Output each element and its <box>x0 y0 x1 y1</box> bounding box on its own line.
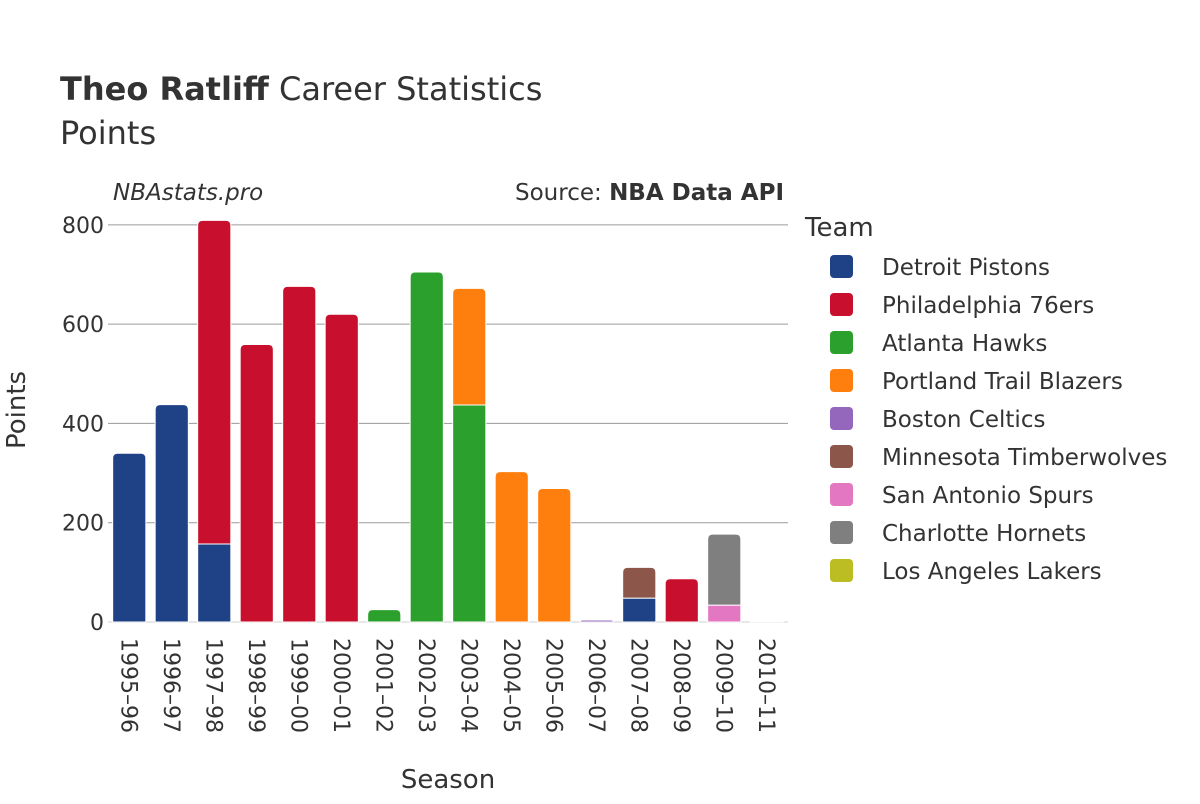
y-tick-label: 800 <box>62 214 104 239</box>
y-axis-title: Points <box>2 371 32 449</box>
bars-layer <box>112 219 784 623</box>
x-axis-title: Season <box>401 765 495 795</box>
legend-swatch <box>830 331 853 354</box>
x-tick-label: 2002–03 <box>413 638 438 733</box>
y-tick-label: 600 <box>62 313 104 338</box>
legend-swatch <box>830 293 853 316</box>
legend-swatch <box>830 369 853 392</box>
legend-label: Portland Trail Blazers <box>882 369 1123 395</box>
x-tick-label: 2003–04 <box>455 638 480 733</box>
bar-segment <box>409 271 444 623</box>
legend-title: Team <box>804 213 874 243</box>
x-tick-labels: 1995–96 1996–97 1997–98 1998–99 1999–00 2000–… <box>115 638 778 733</box>
source-text: Source: NBA Data API <box>515 180 784 206</box>
bar-segment <box>622 566 657 599</box>
y-tick-label: 400 <box>62 412 104 437</box>
bar-segment <box>707 533 742 606</box>
legend-swatch <box>830 407 853 430</box>
legend-swatch <box>830 559 853 582</box>
bar-segment <box>452 287 487 406</box>
legend-label: Atlanta Hawks <box>882 331 1047 357</box>
chart-title: Theo Ratliff Career Statistics <box>60 70 542 108</box>
legend-label: Philadelphia 76ers <box>882 293 1094 319</box>
legend-label: Charlotte Hornets <box>882 521 1086 547</box>
legend-label: Detroit Pistons <box>882 255 1050 281</box>
bar-segment <box>494 471 529 623</box>
chart-subtitle: Points <box>60 114 156 152</box>
legend: Team Detroit Pistons Philadelphia 76ers At… <box>804 213 1167 585</box>
bar-segment <box>664 578 699 623</box>
legend-swatch <box>830 483 853 506</box>
legend-label: San Antonio Spurs <box>882 483 1094 509</box>
x-tick-label: 2007–08 <box>625 638 650 733</box>
bar-segment <box>154 404 189 623</box>
x-tick-label: 2010–11 <box>753 638 778 733</box>
legend-label: Minnesota Timberwolves <box>882 445 1167 471</box>
watermark-text: NBAstats.pro <box>113 180 263 206</box>
legend-items: Detroit Pistons Philadelphia 76ers Atlanta… <box>830 255 1167 585</box>
y-tick-labels: 0 200 400 600 800 <box>62 214 104 636</box>
legend-label: Boston Celtics <box>882 407 1045 433</box>
y-tick-label: 200 <box>62 512 104 537</box>
x-tick-label: 1999–00 <box>285 638 310 733</box>
legend-label: Los Angeles Lakers <box>882 559 1102 585</box>
bar-segment <box>452 404 487 623</box>
legend-swatch <box>830 445 853 468</box>
x-tick-label: 1995–96 <box>115 638 140 733</box>
x-tick-label: 1996–97 <box>158 638 183 733</box>
chart-title-rest: Career Statistics <box>269 70 543 108</box>
y-tick-label: 0 <box>90 611 104 636</box>
bar-segment <box>622 597 657 623</box>
x-tick-label: 2000–01 <box>328 638 353 733</box>
bar-segment <box>749 620 784 623</box>
legend-swatch <box>830 255 853 278</box>
bar-segment <box>282 285 317 623</box>
bar-segment <box>707 604 742 623</box>
x-tick-label: 2006–07 <box>583 638 608 733</box>
x-tick-label: 2004–05 <box>498 638 523 733</box>
bar-segment <box>537 487 572 623</box>
x-tick-label: 2005–06 <box>540 638 565 733</box>
x-tick-label: 2001–02 <box>370 638 395 733</box>
source-name: NBA Data API <box>609 180 784 206</box>
chart-title-bold: Theo Ratliff <box>60 70 270 108</box>
bar-segment <box>197 543 232 623</box>
bar-segment <box>367 609 402 623</box>
bar-segment <box>197 219 232 545</box>
source-prefix: Source: <box>515 180 609 206</box>
x-tick-label: 1998–99 <box>243 638 268 733</box>
bar-segment <box>324 313 359 623</box>
x-tick-label: 2008–09 <box>668 638 693 733</box>
bar-segment <box>239 343 274 623</box>
x-tick-label: 1997–98 <box>200 638 225 733</box>
legend-swatch <box>830 521 853 544</box>
bar-segment <box>112 452 147 623</box>
x-tick-label: 2009–10 <box>710 638 735 733</box>
bar-segment <box>579 619 614 623</box>
